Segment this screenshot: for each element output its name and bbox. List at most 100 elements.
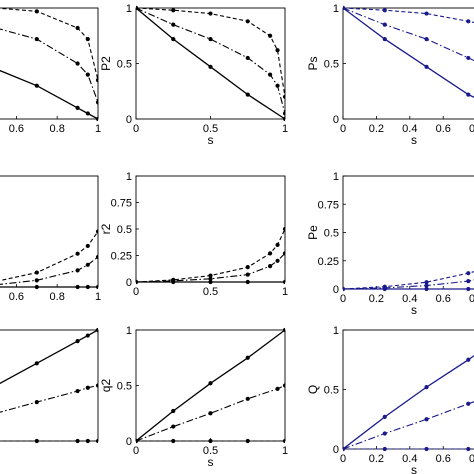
q2-panel-data-point xyxy=(282,438,285,444)
pe-panel: 0 0.2 0.4 0.6 0.8 0 0.25 0.5 0.75 1 s Pe xyxy=(306,171,474,317)
r1-panel-data-point xyxy=(85,262,90,267)
r2-panel-data-point xyxy=(268,264,273,269)
pe-panel-data-point xyxy=(424,280,429,285)
q2-panel-data-point xyxy=(208,381,213,386)
r2-panel-data-point xyxy=(268,251,273,256)
r1-panel-data-point xyxy=(85,243,90,249)
r2-panel-ytick-label: 1 xyxy=(126,171,132,183)
ps-panel-data-point xyxy=(382,36,387,42)
q2-panel-data-point xyxy=(171,408,176,414)
q1-panel-data-point xyxy=(34,438,39,444)
pe-panel-ylabel: Pe xyxy=(306,225,320,240)
r2-panel-xtick-label: 0 xyxy=(133,286,139,298)
p1-panel-data-point xyxy=(95,100,98,105)
r1-panel-data-point xyxy=(85,284,90,290)
p1-panel-data-point xyxy=(95,116,98,122)
q-panel-data-point xyxy=(466,357,471,362)
pe-panel-data-point xyxy=(466,271,471,276)
q2-panel-data-point xyxy=(245,438,250,444)
r2-panel-data-point xyxy=(245,265,250,270)
r2-panel-data-point xyxy=(208,279,213,285)
q1-panel-data-point xyxy=(85,333,90,338)
p1-panel: 0.6 0.8 1 xyxy=(0,7,101,135)
p2-panel-series-dashdot xyxy=(136,7,285,114)
q1-panel-series-dashdot xyxy=(0,384,98,413)
q1-panel-data-point xyxy=(95,327,98,333)
q2-panel-data-point xyxy=(208,438,213,444)
ps-panel-series-dashdot xyxy=(343,7,474,62)
ps-panel-data-point xyxy=(343,5,346,11)
ps-panel-xlabel: s xyxy=(411,133,417,147)
p1-panel-series-dashdot xyxy=(0,28,98,103)
pe-panel-xtick-label: 0.8 xyxy=(469,293,474,305)
p1-panel-xtick-label: 0.6 xyxy=(9,123,24,135)
p2-panel-data-point xyxy=(136,5,139,11)
p1-panel-data-point xyxy=(75,25,80,31)
q2-panel-ytick-label: 0 xyxy=(126,436,132,448)
r2-panel-data-point xyxy=(208,276,213,281)
r1-panel-data-point xyxy=(75,284,80,290)
q-panel-data-point xyxy=(382,414,387,419)
pe-panel-data-point xyxy=(466,286,471,292)
p2-panel-ytick-label: 1 xyxy=(126,3,132,15)
r2-panel-data-point xyxy=(208,273,213,278)
r1-panel: 0.6 0.8 1 xyxy=(0,175,101,303)
p1-panel-frame xyxy=(0,7,99,120)
ps-panel-data-point xyxy=(424,64,429,69)
p2-panel-data-point xyxy=(282,116,285,122)
q2-panel-data-point xyxy=(171,424,176,429)
r2-panel-ytick-label: 0.5 xyxy=(117,224,132,236)
pe-panel-series-dashed xyxy=(343,271,474,290)
q-panel-frame xyxy=(342,329,474,450)
r1-panel-data-point xyxy=(75,268,80,273)
p1-panel-series-solid xyxy=(0,69,98,120)
p2-panel-ytick-label: 0 xyxy=(126,114,132,126)
q2-panel-xtick-label: 0.5 xyxy=(203,445,218,457)
p2-panel-data-point xyxy=(171,22,176,27)
q1-panel xyxy=(0,327,99,444)
ps-panel-data-point xyxy=(424,36,429,42)
r2-panel-xtick-label: 1 xyxy=(282,286,288,298)
p2-panel-xlabel: s xyxy=(208,133,214,147)
pe-panel-xtick-label: 0.6 xyxy=(436,293,451,305)
q2-panel-data-point xyxy=(245,355,250,360)
r1-panel-frame xyxy=(0,175,99,288)
p2-panel-data-point xyxy=(268,33,273,38)
pe-panel-frame xyxy=(342,175,474,290)
r1-panel-xtick-label: 0.8 xyxy=(50,291,65,303)
ps-panel-series-solid xyxy=(343,7,474,98)
r2-panel-ytick-label: 0 xyxy=(126,277,132,289)
q-panel-data-point xyxy=(343,446,346,452)
q-panel-ytick-label: 0 xyxy=(333,444,339,456)
ps-panel-ytick-label: 0 xyxy=(333,114,339,126)
r1-panel-xtick-label: 0.6 xyxy=(9,291,24,303)
q-panel-xtick-label: 0.4 xyxy=(402,453,417,465)
r2-panel: 0 0.5 1 0 0.25 0.5 0.75 1 r2 xyxy=(99,171,288,298)
pe-panel-xtick-label: 0.4 xyxy=(402,293,417,305)
p2-panel-xtick-label: 1 xyxy=(282,123,288,135)
ps-panel-xtick-label: 0.2 xyxy=(369,123,384,135)
p2-panel-ylabel: P2 xyxy=(99,56,113,71)
q2-panel-data-point xyxy=(208,411,213,416)
ps-panel-ylabel: Ps xyxy=(306,56,320,70)
q-panel: 0 0.2 0.4 0.6 0.8 0 0.5 1 s Q xyxy=(306,325,474,474)
r2-panel-data-point xyxy=(282,226,285,232)
r2-panel-data-point xyxy=(275,258,280,263)
q2-panel-data-point xyxy=(171,438,176,444)
pe-panel-data-point xyxy=(424,283,429,288)
r1-panel-data-point xyxy=(34,284,39,290)
pe-panel-data-point xyxy=(382,286,387,292)
r2-panel-data-point xyxy=(245,272,250,277)
ps-panel-xtick-label: 0.8 xyxy=(469,123,474,135)
p2-panel-ytick-label: 0.5 xyxy=(117,59,132,71)
q1-panel-data-point xyxy=(85,438,90,444)
p2-panel-xtick-label: 0 xyxy=(133,123,139,135)
q2-panel-xtick-label: 0 xyxy=(133,445,139,457)
r2-panel-data-point xyxy=(245,279,250,285)
ps-panel-frame xyxy=(342,7,474,120)
q2-panel-ytick-label: 0.5 xyxy=(117,381,132,393)
ps-panel-xtick-label: 0.4 xyxy=(402,123,417,135)
q1-panel-data-point xyxy=(75,339,80,344)
p1-panel-xtick-label: 1 xyxy=(95,123,101,135)
